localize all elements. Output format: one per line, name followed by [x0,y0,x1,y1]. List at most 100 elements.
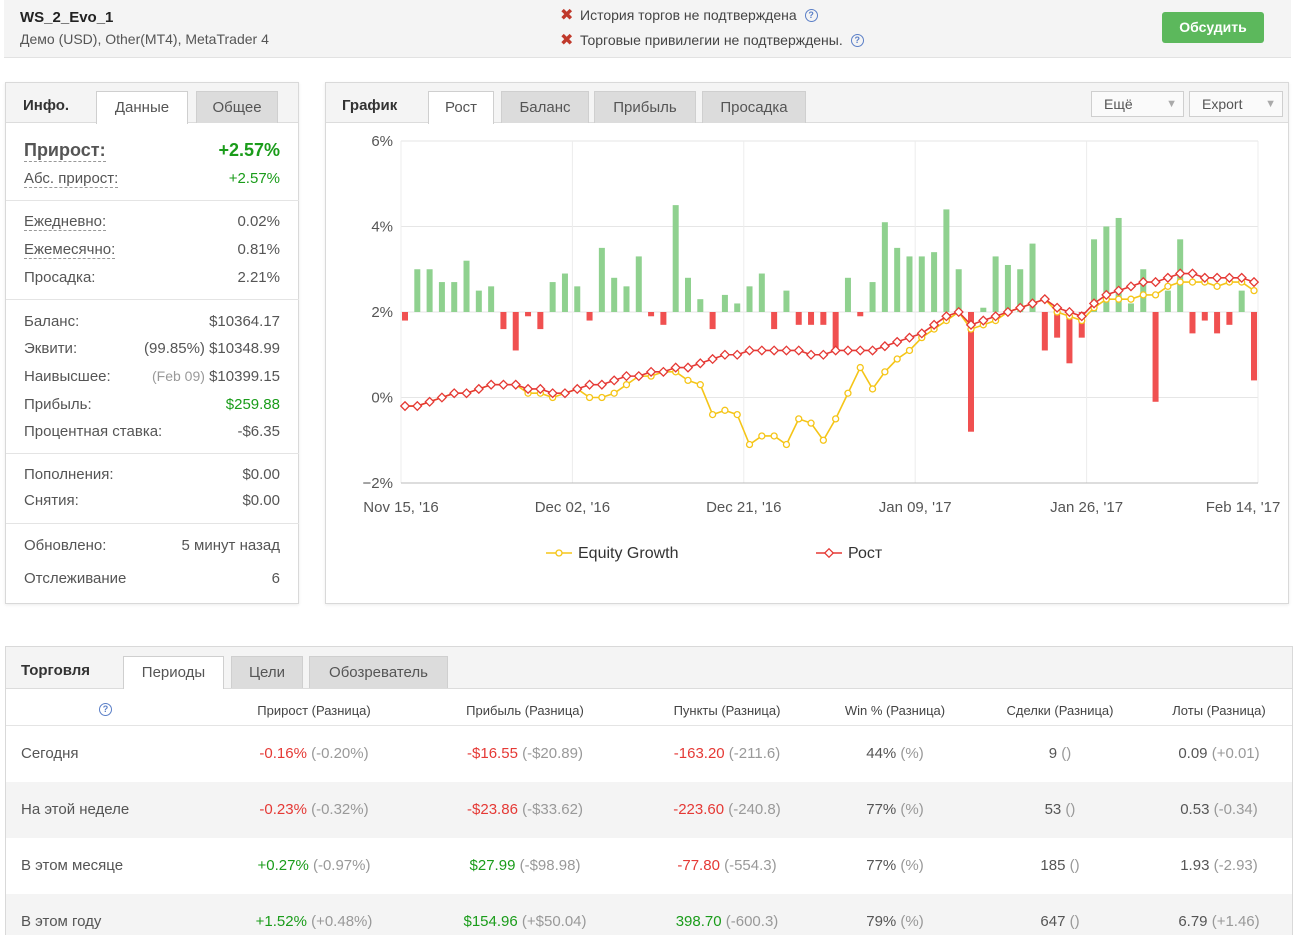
growth-point [461,388,472,399]
balance-value: $10364.17 [209,313,280,330]
monthly-label[interactable]: Ежемесячно: [24,241,116,259]
highest-label: Наивысшее: [24,368,111,385]
divider [6,725,1292,726]
growth-point [522,383,534,395]
equity-point [832,415,840,423]
drawdown-label: Просадка: [24,269,96,286]
tab-periods[interactable]: Периоды [123,656,224,689]
x-tick-label: Nov 15, '16 [363,499,438,516]
warning-history: ✖ История торгов не подтверждена ? [560,5,818,25]
chart-bar [758,273,765,312]
help-icon[interactable]: ? [99,703,112,716]
table-cell: -0.16% (-0.20%) [259,745,369,762]
chart-bar [1115,217,1122,312]
trading-title: Торговля [21,662,91,679]
period-label: На этой неделе [21,801,130,818]
legend-equity-label: Equity Growth [578,545,678,562]
chart-bar [820,312,827,325]
chart-bar [955,269,962,312]
header-lots: Лоты (Разница) [1172,703,1266,718]
deposits-label: Пополнения: [24,466,114,483]
updated-value: 5 минут назад [181,537,280,554]
x-tick-label: Feb 14, '17 [1206,499,1281,516]
daily-row: Ежедневно: 0.02% [24,213,280,231]
growth-point [904,332,915,343]
chart-bar [537,312,544,330]
info-title: Инфо. [23,97,70,114]
cross-icon: ✖ [560,32,574,49]
equity-point [708,410,717,419]
equity-point [868,385,877,393]
chart-bar [574,286,581,312]
table-cell: 0.09 (+0.01) [1178,745,1260,762]
withdrawals-label: Снятия: [24,492,79,509]
tab-goals[interactable]: Цели [231,656,303,688]
table-cell: 0.53 (-0.34) [1180,801,1258,818]
equity-point [1151,291,1160,299]
tab-growth[interactable]: Рост [428,91,494,124]
balance-row: Баланс: $10364.17 [24,313,280,330]
growth-point [1101,289,1112,301]
account-name[interactable]: WS_2_Evo_1 [20,9,114,26]
withdrawals-row: Снятия: $0.00 [24,492,280,509]
caret-down-icon: ▼ [1166,98,1177,110]
abs-gain-label[interactable]: Абс. прирост: [24,170,119,188]
chart-bar [734,303,741,312]
chart-bar [1238,290,1245,312]
chart-bar [832,312,839,351]
highest-row: Наивысшее: (Feb 09) $10399.15 [24,368,280,385]
interest-value: -$6.35 [237,423,280,440]
growth-point [768,345,780,356]
equity-point [1164,282,1172,291]
table-cell: -77.80 (-554.3) [677,857,777,874]
gain-value: +2.57% [218,140,280,160]
more-label: Ещё [1104,96,1133,112]
header-gain: Прирост (Разница) [257,703,371,718]
equity-point [1139,291,1147,299]
growth-point [818,349,829,360]
table-cell: 647 () [1040,913,1080,930]
table-row: Сегодня -0.16% (-0.20%) -$16.55 (-$20.89) -… [6,726,1292,782]
chart-bar [549,282,556,312]
profit-label: Прибыль: [24,396,92,413]
export-dropdown[interactable]: Export ▼ [1189,91,1283,117]
growth-point [424,396,435,407]
chart-bar [500,312,507,330]
tab-browser[interactable]: Обозреватель [309,656,448,688]
chart-bar [463,260,470,312]
daily-label[interactable]: Ежедневно: [24,213,107,231]
chart-bar [1140,269,1147,312]
growth-point [510,379,521,390]
discuss-button[interactable]: Обсудить [1162,12,1264,43]
profit-row: Прибыль: $259.88 [24,396,280,413]
chart-bar [1152,312,1159,402]
tab-profit[interactable]: Прибыль [594,91,696,123]
help-icon[interactable]: ? [804,8,818,22]
tab-drawdown[interactable]: Просадка [702,91,806,123]
growth-point [473,383,484,395]
growth-point [719,349,731,360]
tab-general[interactable]: Общее [196,91,278,123]
equity-point [905,346,914,355]
tab-data[interactable]: Данные [96,91,188,124]
chart-bar [1127,303,1134,312]
chart-bar [586,312,593,321]
tab-balance[interactable]: Баланс [501,91,589,123]
growth-point [609,375,620,386]
chart-bar [1004,264,1011,312]
chart-bar [795,312,802,325]
growth-point [1002,306,1014,318]
help-icon[interactable]: ? [850,33,864,47]
gain-label[interactable]: Прирост: [24,140,106,162]
table-cell: 6.79 (+1.46) [1178,913,1260,930]
table-row: В этом году +1.52% (+0.48%) $154.96 (+$50.… [6,894,1292,935]
equity-label: Эквити: [24,340,78,357]
gain-row: Прирост: +2.57% [24,140,280,162]
more-dropdown[interactable]: Ещё ▼ [1091,91,1184,117]
table-row: В этом месяце +0.27% (-0.97%) $27.99 (-$98… [6,838,1292,894]
header-profit: Прибыль (Разница) [466,703,584,718]
y-tick-label: 6% [371,133,393,150]
growth-point [584,379,595,390]
x-tick-label: Dec 21, '16 [706,499,781,516]
updated-label: Обновлено: [24,537,107,554]
